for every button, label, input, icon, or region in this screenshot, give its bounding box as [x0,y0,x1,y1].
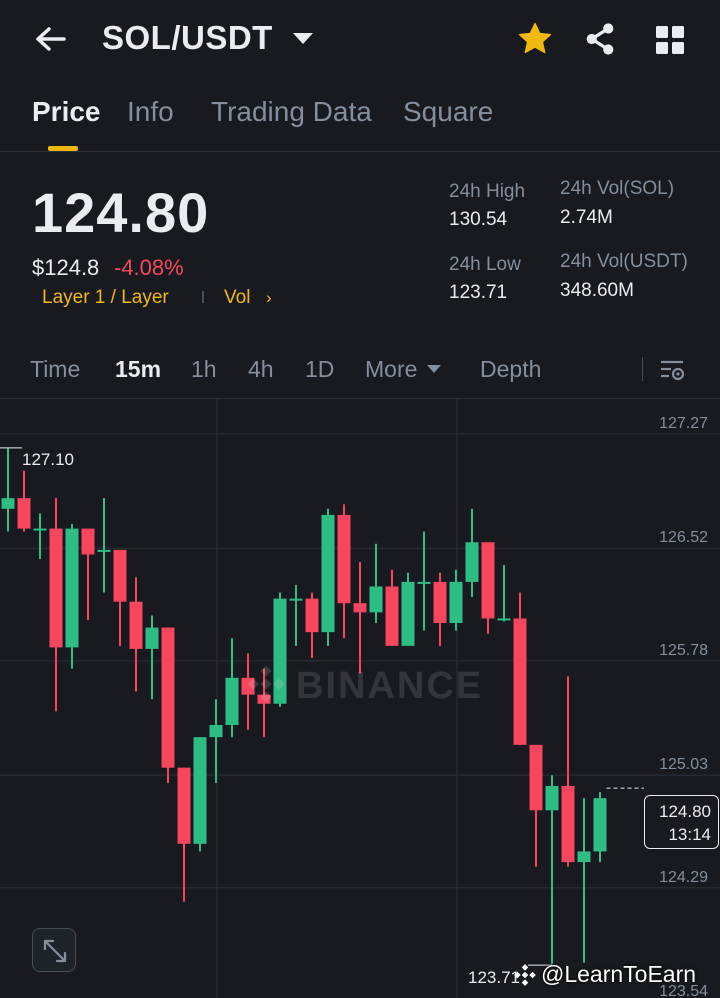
star-icon[interactable] [516,21,554,57]
candle-body [369,586,383,613]
usd-price: $124.8 [32,255,100,280]
candle-countdown: 13:14 [668,825,711,844]
candle-body [337,514,351,604]
vol-sol-label: 24h Vol(SOL) [560,178,675,199]
high-24h-label: 24h High [449,181,526,202]
candle-body [97,549,111,552]
category-tag[interactable]: Layer 1 / Layer [42,287,169,308]
chevron-right-icon[interactable]: › [266,288,272,307]
candle-body [273,598,287,704]
y-tick-label: 127.27 [659,415,708,432]
current-price-tag [644,795,719,849]
vol-sol-value: 2.74M [560,207,613,228]
pair-title[interactable]: SOL/USDT [102,19,273,56]
y-tick-label: 125.78 [659,642,708,659]
candle-body [65,528,79,648]
vol-usdt-label: 24h Vol(USDT) [560,251,688,272]
expand-icon [43,939,67,963]
candle-body [401,581,415,646]
candle-body [289,598,303,601]
candle-body [385,586,399,646]
active-tab-indicator [48,146,78,151]
candle-body [561,785,575,863]
low-24h-label: 24h Low [449,254,521,275]
y-tick-label: 123.54 [659,983,708,998]
candle-body [177,767,191,844]
tag-separator [202,291,204,303]
high-marker-label: 127.10 [22,450,74,469]
vol-usdt-value: 348.60M [560,280,634,301]
candle-body [481,542,495,619]
depth-tab[interactable]: Depth [480,356,542,382]
caret-down-icon[interactable] [293,33,313,44]
tab-price[interactable]: Price [32,96,101,127]
y-tick-label: 125.03 [659,756,708,773]
candle-body [241,677,255,695]
watermark-text: BINANCE [296,665,484,707]
candle-body [257,694,271,704]
binance-logo-icon [247,665,285,703]
back-arrow-icon[interactable] [30,20,70,60]
chart-settings-icon[interactable] [658,356,686,384]
interval-divider [0,398,720,399]
y-tick-label: 126.52 [659,529,708,546]
candle-body [225,677,239,726]
candle-body [17,498,31,529]
tab-square[interactable]: Square [403,96,494,127]
candle-body [161,627,175,768]
share-icon[interactable] [582,20,618,58]
candle-body [497,618,511,621]
grid-icon[interactable] [654,24,686,56]
candle-body [49,528,63,648]
candle-body [593,798,607,852]
candle-body [321,514,335,633]
candle-body [193,737,207,844]
candle-body [353,603,367,613]
candle-body [129,601,143,649]
tab-trading-data[interactable]: Trading Data [211,96,372,127]
candle-body [433,581,447,624]
tab-info[interactable]: Info [127,96,174,127]
candle-body [113,549,127,602]
candle-body [33,528,47,531]
candle-body [145,627,159,649]
low-marker-label: 123.71 [468,968,520,987]
interval-1d[interactable]: 1D [305,356,335,382]
candle-body [529,744,543,811]
author-credit: @LearnToEarn [541,961,697,987]
last-price: 124.80 [32,181,210,244]
candle-body [305,598,319,633]
candle-body [1,498,15,509]
candle-body [513,618,527,745]
y-tick-label: 124.29 [659,869,708,886]
more-caret-icon[interactable] [427,365,441,373]
interval-1h[interactable]: 1h [191,356,217,382]
interval-time[interactable]: Time [30,356,81,382]
candlestick-chart[interactable]: 127.27 126.52 125.78 125.03 124.29 123.54 [0,399,720,998]
interval-4h[interactable]: 4h [248,356,274,382]
candle-body [545,785,559,811]
candle-body [465,542,479,582]
binance-square-icon [514,964,536,986]
tabs-divider [0,151,720,152]
high-24h-value: 130.54 [449,209,508,230]
candle-body [577,851,591,863]
interval-15m[interactable]: 15m [115,356,162,382]
candle-body [81,528,95,555]
candle-body [449,581,463,624]
vol-link[interactable]: Vol [224,287,251,308]
candle-body [209,725,223,738]
candle-body [417,581,431,584]
current-price-value: 124.80 [659,802,711,821]
interval-separator [642,357,643,381]
interval-more[interactable]: More [365,356,418,382]
low-24h-value: 123.71 [449,282,508,303]
price-change-percent: -4.08% [114,255,184,280]
expand-chart-button[interactable] [32,928,76,972]
